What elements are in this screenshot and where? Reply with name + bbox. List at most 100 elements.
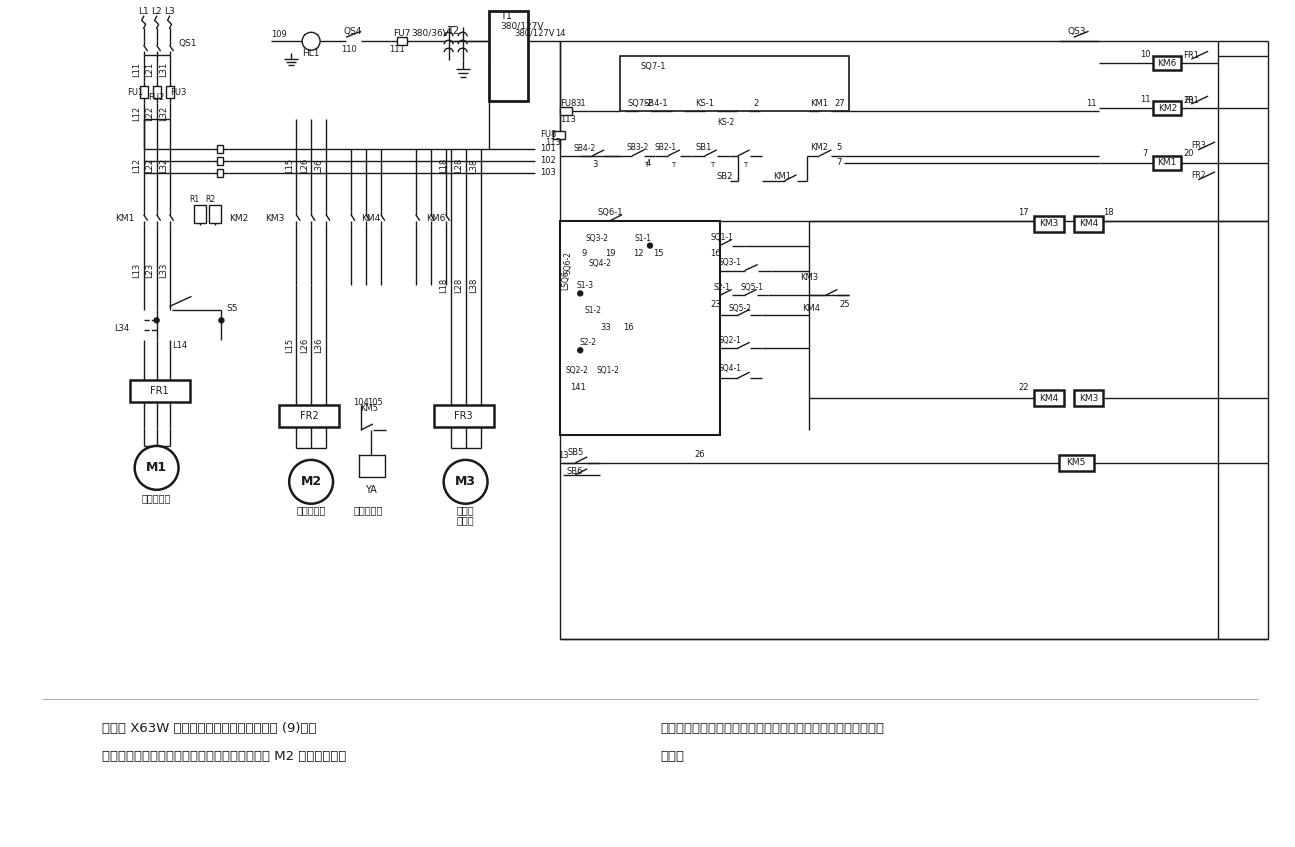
Text: 101: 101 [540, 144, 556, 153]
Text: L38: L38 [469, 158, 478, 174]
Text: 104: 104 [354, 397, 369, 407]
Text: 113: 113 [545, 138, 561, 147]
Bar [1074, 216, 1103, 231]
Text: 10: 10 [1140, 50, 1151, 58]
Bar [1033, 390, 1063, 406]
Text: L26: L26 [299, 338, 308, 353]
Bar [359, 455, 385, 477]
Text: KM1: KM1 [115, 214, 135, 223]
Circle shape [648, 243, 653, 248]
Bar [166, 86, 174, 98]
Text: 4: 4 [645, 159, 650, 169]
Text: L28: L28 [455, 158, 464, 174]
Text: L31: L31 [159, 62, 168, 77]
Text: KM1: KM1 [773, 172, 791, 181]
Text: FR1: FR1 [1184, 51, 1199, 59]
Text: L1: L1 [139, 7, 149, 16]
Text: 31: 31 [575, 98, 585, 108]
Bar [1154, 156, 1181, 170]
Text: KS-2: KS-2 [717, 119, 734, 128]
Text: 25: 25 [839, 300, 850, 309]
Bar [194, 205, 206, 223]
Circle shape [154, 318, 159, 323]
Text: FR1: FR1 [1184, 96, 1198, 104]
Text: L26: L26 [299, 158, 308, 174]
Text: 380/127V: 380/127V [514, 29, 554, 38]
Text: FR3: FR3 [1191, 141, 1206, 151]
Text: 5: 5 [837, 143, 842, 152]
Bar [218, 157, 224, 165]
Bar [1154, 101, 1181, 115]
Text: L11: L11 [132, 62, 141, 77]
Text: S1-1: S1-1 [635, 234, 651, 243]
Text: T2: T2 [447, 26, 458, 36]
Text: L2: L2 [152, 7, 162, 16]
Text: 进给电动机: 进给电动机 [297, 505, 326, 515]
Text: L34: L34 [114, 324, 130, 333]
Bar [218, 145, 224, 153]
Bar [561, 221, 720, 435]
Text: SQ7-2: SQ7-2 [627, 98, 653, 108]
Text: FU7: FU7 [394, 29, 411, 38]
Text: L22: L22 [145, 106, 154, 120]
Text: R2: R2 [206, 196, 215, 204]
Text: KM4: KM4 [361, 214, 381, 223]
Bar [396, 37, 407, 45]
Text: T: T [743, 162, 747, 168]
Text: 113: 113 [561, 114, 576, 124]
Text: 109: 109 [272, 30, 287, 39]
Bar [488, 11, 528, 101]
Text: 105: 105 [366, 397, 383, 407]
Text: SQ7-1: SQ7-1 [640, 62, 666, 70]
Text: SB4-1: SB4-1 [644, 98, 668, 108]
Text: FR2: FR2 [299, 411, 319, 421]
Circle shape [135, 446, 179, 490]
Text: SQ6-1: SQ6-1 [597, 208, 623, 217]
Text: SQ3-2: SQ3-2 [585, 234, 609, 243]
Text: SB4-2: SB4-2 [574, 144, 596, 153]
Text: L15: L15 [285, 338, 294, 353]
Text: SQ1-1: SQ1-1 [711, 233, 733, 242]
Bar [130, 380, 189, 402]
Text: LSQ6: LSQ6 [561, 270, 570, 291]
Text: 11: 11 [1087, 98, 1097, 108]
Text: L32: L32 [159, 105, 168, 120]
Text: KM3: KM3 [264, 214, 284, 223]
Text: S2-2: S2-2 [580, 338, 597, 346]
Bar [434, 405, 493, 427]
Text: SQ2-2: SQ2-2 [566, 366, 589, 374]
Text: KM2: KM2 [811, 143, 829, 152]
Text: SQ3-1: SQ3-1 [719, 258, 741, 267]
Text: T: T [671, 162, 675, 168]
Text: 102: 102 [540, 157, 556, 165]
Text: KM5: KM5 [360, 403, 378, 412]
Text: L22: L22 [145, 158, 154, 174]
Text: HL1: HL1 [302, 49, 320, 58]
Text: 380/127V: 380/127V [500, 22, 544, 30]
Text: L36: L36 [315, 158, 324, 174]
Text: KM4: KM4 [803, 304, 821, 313]
Bar [1058, 455, 1093, 471]
Text: KM3: KM3 [1079, 394, 1098, 402]
Text: KM3: KM3 [800, 273, 818, 282]
Text: 快速电磁铁: 快速电磁铁 [354, 505, 382, 515]
Text: T1: T1 [500, 11, 513, 21]
Text: 111: 111 [388, 45, 405, 53]
Text: FR3: FR3 [455, 411, 473, 421]
Text: 27: 27 [834, 98, 844, 108]
Text: KM2: KM2 [1158, 103, 1177, 113]
Text: 14: 14 [556, 29, 566, 38]
Text: 110: 110 [341, 45, 357, 53]
Text: KM5: KM5 [1066, 458, 1085, 468]
Text: L18: L18 [439, 278, 448, 293]
Circle shape [302, 32, 320, 50]
Circle shape [578, 291, 583, 296]
Text: 7: 7 [1142, 149, 1149, 158]
Circle shape [219, 318, 224, 323]
Text: FU3: FU3 [171, 87, 186, 97]
Circle shape [289, 460, 333, 504]
Text: 3: 3 [593, 160, 598, 169]
Text: 141: 141 [570, 383, 587, 391]
Text: 33: 33 [601, 323, 611, 332]
Text: L32: L32 [159, 158, 168, 174]
